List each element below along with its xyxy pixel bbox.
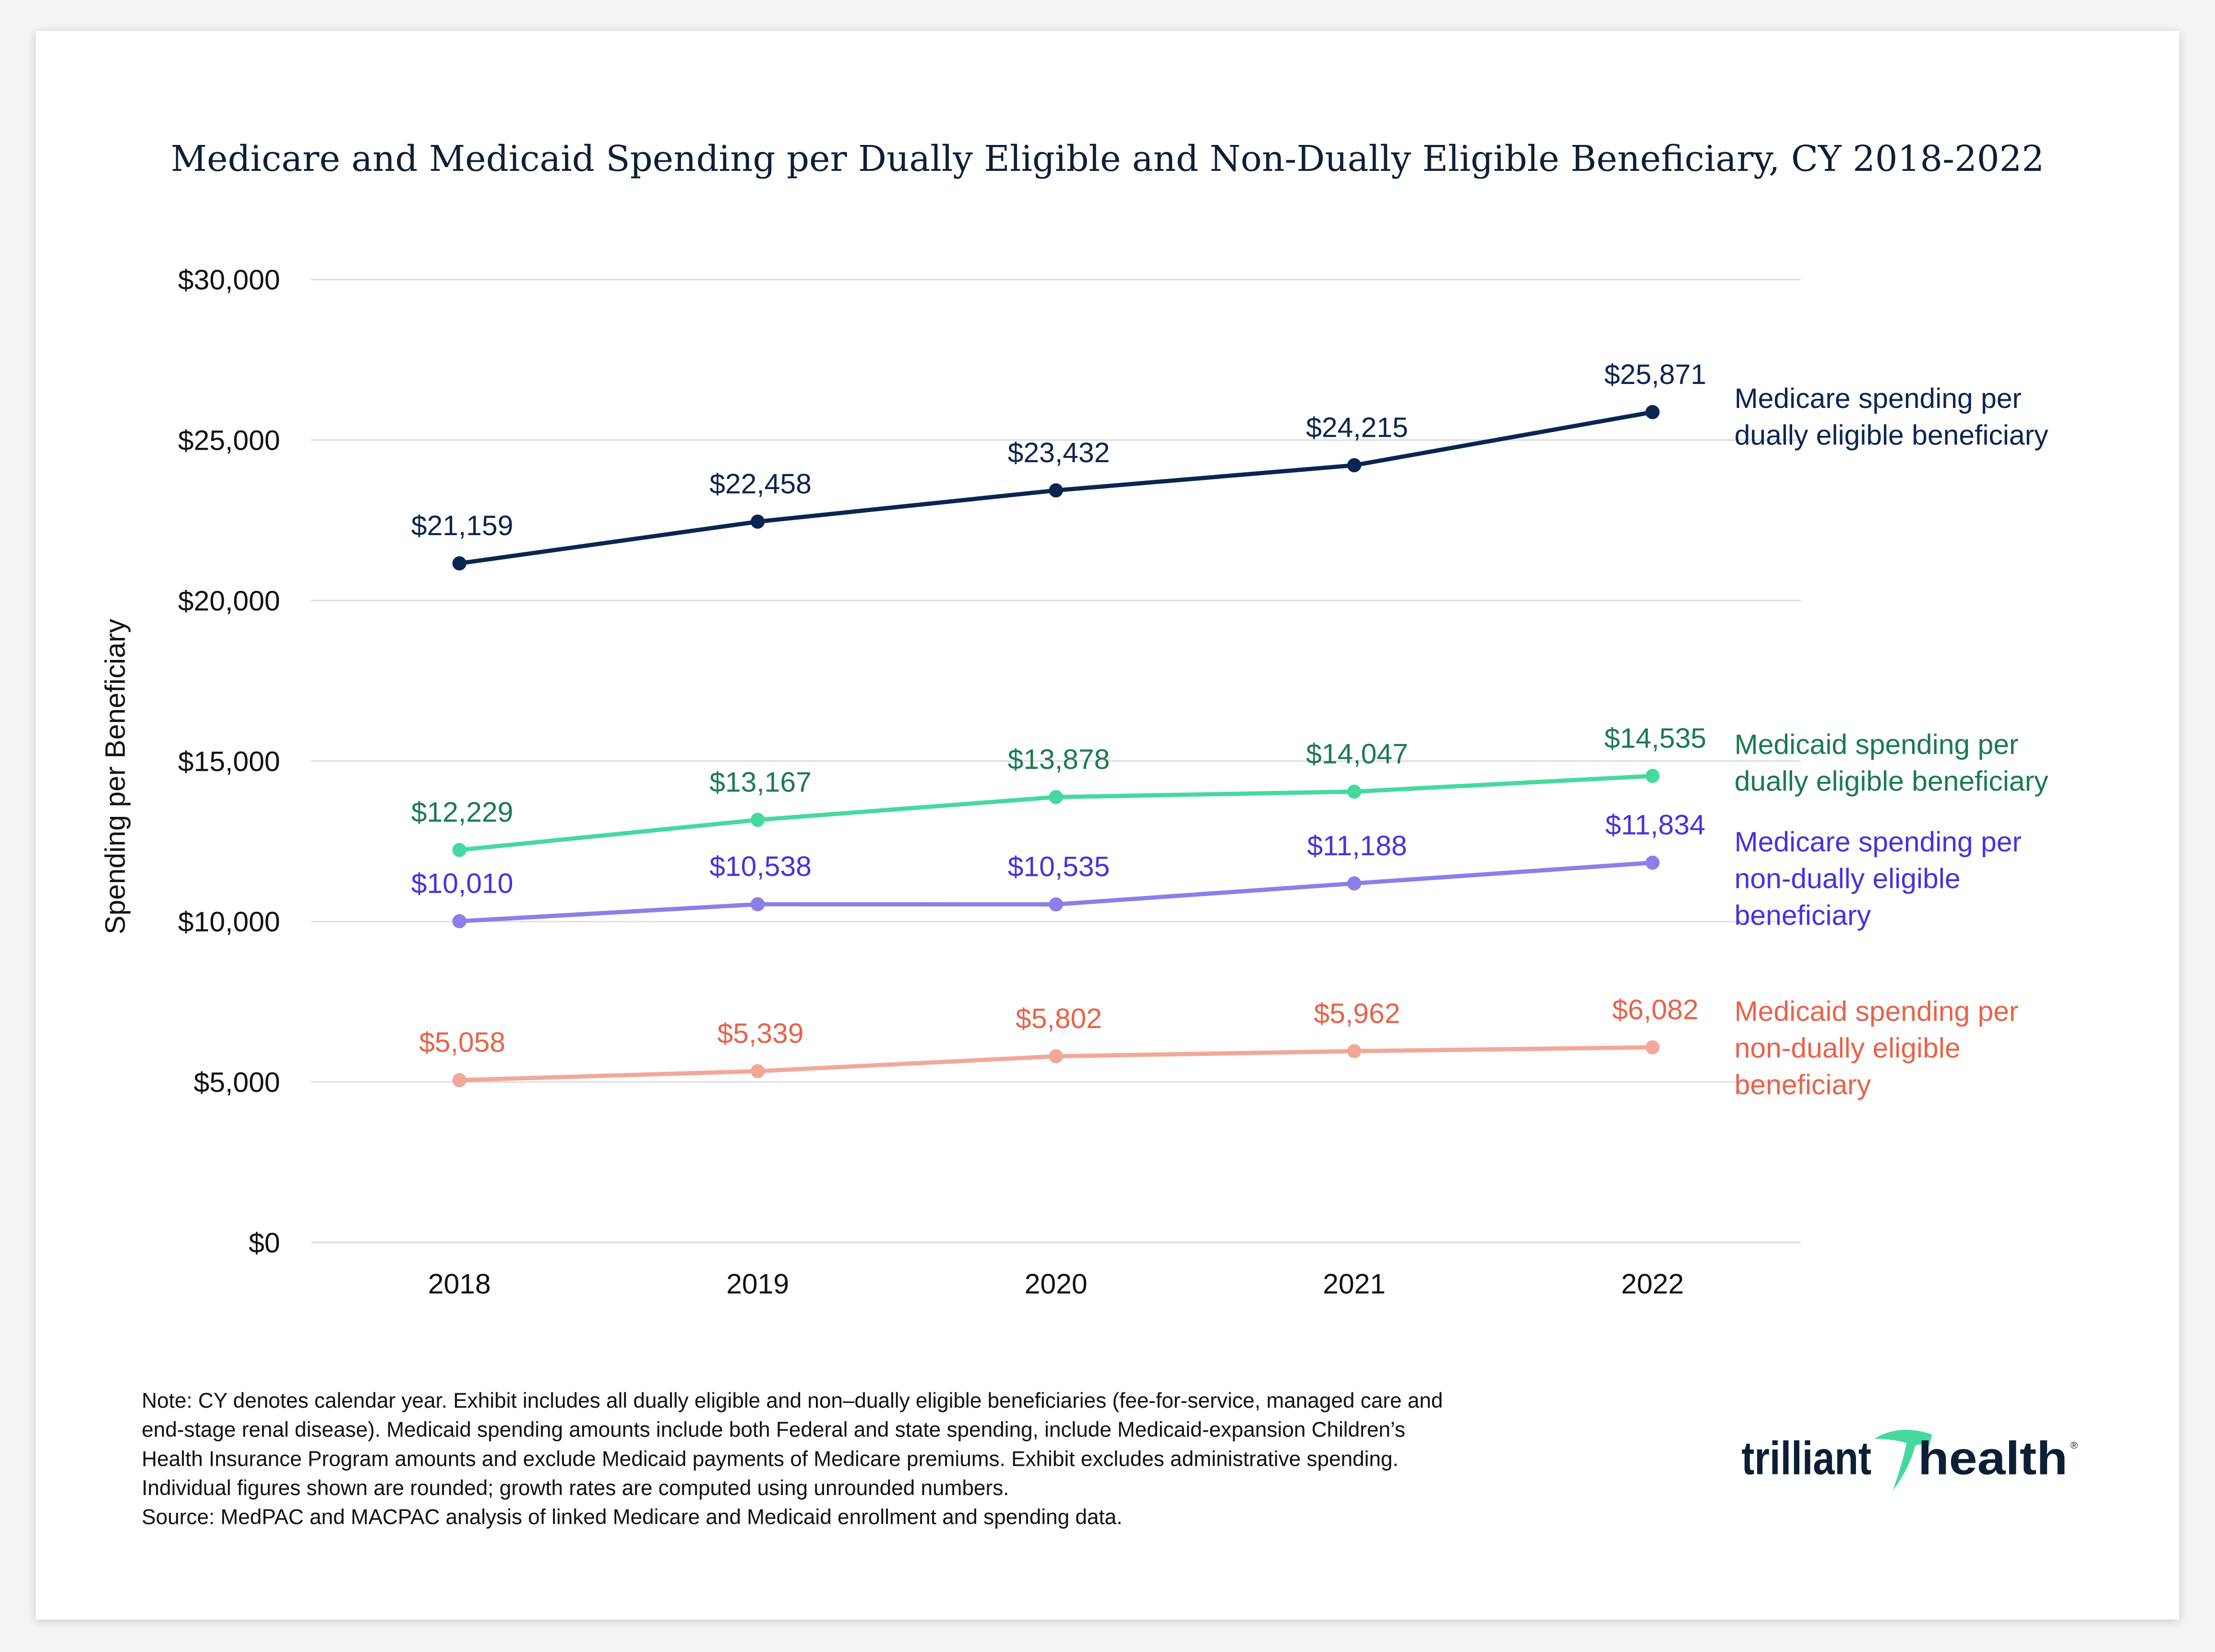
data-label: $13,167 [709, 766, 812, 798]
y-tick-label: $20,000 [178, 586, 280, 617]
data-point [1645, 1040, 1660, 1054]
data-point [1347, 784, 1362, 799]
data-label: $5,802 [1016, 1003, 1102, 1034]
data-label: $25,871 [1604, 359, 1707, 390]
data-label: $6,082 [1612, 994, 1699, 1025]
x-tick-label: 2018 [428, 1269, 491, 1300]
chart-title: Medicare and Medicaid Spending per Duall… [171, 139, 2044, 180]
series-1: $21,159 $22,458 $23,432 $24,215 $25,871 [411, 359, 1707, 571]
note-line: Individual figures shown are rounded; gr… [142, 1476, 1009, 1500]
data-point [750, 1064, 765, 1078]
data-point [1049, 790, 1063, 804]
note-line: Health Insurance Program amounts and exc… [142, 1447, 1398, 1471]
data-point [1645, 855, 1660, 870]
series-3: $10,010 $10,538 $10,535 $11,188 $11,834 [411, 810, 1705, 929]
data-point [750, 897, 765, 911]
data-point [750, 515, 765, 529]
data-label: $14,535 [1604, 723, 1707, 754]
note-line: end-stage renal disease). Medicaid spend… [142, 1418, 1405, 1442]
x-tick-label: 2019 [726, 1269, 789, 1300]
data-point [1645, 405, 1660, 419]
svg-text:trilliant: trilliant [1741, 1432, 1871, 1484]
data-label: $11,834 [1605, 810, 1705, 841]
data-label: $10,010 [411, 868, 514, 899]
data-label: $24,215 [1306, 412, 1408, 443]
data-label: $14,047 [1306, 739, 1408, 770]
data-point [452, 843, 467, 857]
svg-text:health: health [1918, 1432, 2068, 1484]
series-name-label: Medicaid spending per non-dually eligible… [1735, 996, 2019, 1101]
data-label: $5,962 [1314, 998, 1401, 1029]
data-point [1049, 483, 1063, 498]
data-point [1645, 769, 1660, 783]
y-axis-ticks: $0 $5,000 $10,000 $15,000 $20,000 $25,000 $30,… [178, 264, 280, 1258]
y-tick-label: $5,000 [194, 1067, 280, 1098]
x-tick-label: 2020 [1025, 1269, 1088, 1300]
x-tick-label: 2022 [1621, 1269, 1684, 1300]
series-group: $21,159 $22,458 $23,432 $24,215 $25,871 $12,2… [411, 359, 1707, 1088]
data-label: $11,188 [1307, 830, 1407, 862]
data-label: $13,878 [1008, 744, 1110, 775]
data-point [1347, 1044, 1362, 1058]
series-labels: Medicare spending per dually eligible ben… [1735, 383, 2049, 1101]
note-line: Source: MedPAC and MACPAC analysis of li… [142, 1505, 1122, 1529]
y-tick-label: $30,000 [178, 264, 280, 296]
trilliant-health-logo: trilliant health ® [1741, 1430, 2078, 1491]
card-background [36, 31, 2179, 1620]
data-label: $12,229 [411, 797, 514, 828]
data-point [1347, 458, 1362, 473]
y-tick-label: $0 [249, 1227, 280, 1258]
data-label: $23,432 [1008, 437, 1110, 468]
data-label: $5,339 [718, 1018, 804, 1049]
data-point [452, 1073, 467, 1088]
series-name-label: Medicare spending per dually eligible ben… [1735, 383, 2049, 451]
y-tick-label: $25,000 [178, 425, 280, 456]
data-point [750, 813, 765, 827]
gridlines [311, 279, 1801, 1244]
y-tick-label: $10,000 [178, 907, 280, 938]
notes: Note: CY denotes calendar year. Exhibit … [142, 1389, 1443, 1529]
data-label: $5,058 [419, 1027, 505, 1058]
series-name-label: Medicaid spending per dually eligible ben… [1735, 729, 2049, 797]
x-tick-label: 2021 [1323, 1269, 1386, 1300]
data-label: $21,159 [411, 510, 514, 541]
data-point [452, 914, 467, 929]
data-label: $10,538 [709, 851, 812, 882]
data-point [1049, 897, 1063, 911]
data-label: $10,535 [1008, 851, 1110, 882]
y-axis-label: Spending per Beneficiary [100, 619, 131, 934]
note-line: Note: CY denotes calendar year. Exhibit … [142, 1389, 1443, 1413]
data-point [1049, 1049, 1063, 1064]
series-name-label: Medicare spending per non-dually eligible… [1735, 826, 2022, 931]
series-4: $5,058 $5,339 $5,802 $5,962 $6,082 [419, 994, 1699, 1088]
svg-text:®: ® [2071, 1440, 2078, 1451]
data-label: $22,458 [709, 468, 812, 500]
data-point [1347, 876, 1362, 891]
y-tick-label: $15,000 [178, 746, 280, 777]
x-axis-ticks: 2018 2019 2020 2021 2022 [428, 1269, 1684, 1300]
series-2: $12,229 $13,167 $13,878 $14,047 $14,535 [411, 723, 1707, 857]
data-point [452, 556, 467, 571]
